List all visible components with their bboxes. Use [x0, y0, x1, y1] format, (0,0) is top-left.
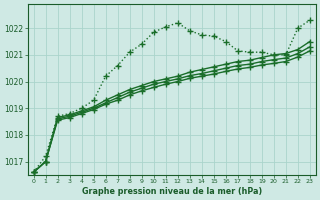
X-axis label: Graphe pression niveau de la mer (hPa): Graphe pression niveau de la mer (hPa) — [82, 187, 262, 196]
